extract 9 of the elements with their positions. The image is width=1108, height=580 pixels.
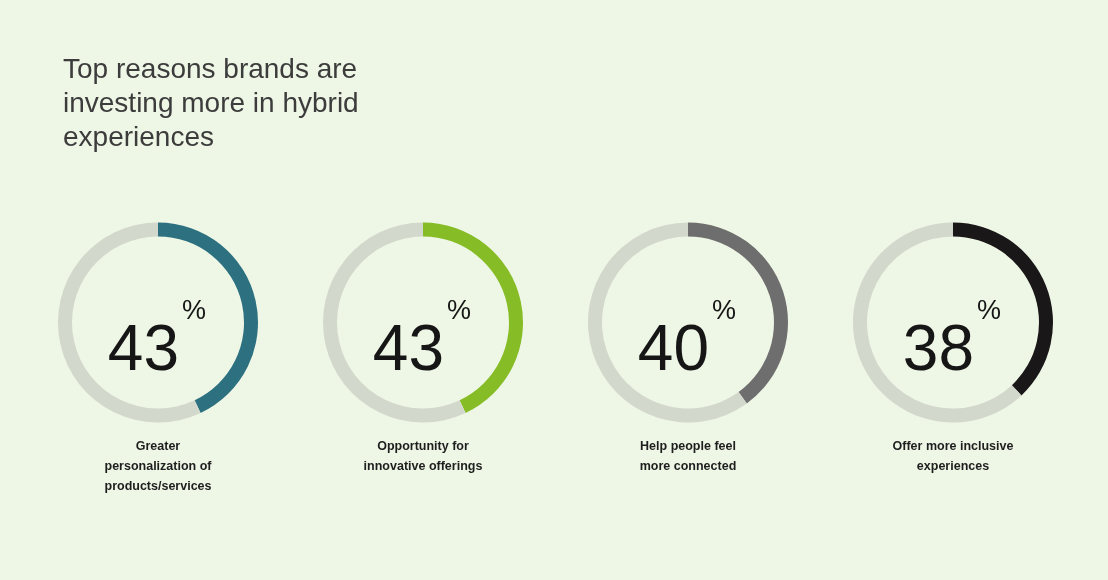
text: 43% bbox=[107, 294, 207, 384]
text: 38% bbox=[902, 294, 1002, 384]
text: 40% bbox=[637, 294, 737, 384]
text: Opportunity for innovative offerings bbox=[363, 439, 483, 473]
text: Help people feel more connected bbox=[639, 439, 737, 473]
text: Greater personalization of products/services bbox=[104, 439, 213, 493]
text: 43% bbox=[372, 294, 472, 384]
chart-title: Top reasons brands are investing more in hybrid experiences bbox=[62, 52, 359, 154]
text: Offer more inclusive experiences bbox=[892, 439, 1014, 473]
